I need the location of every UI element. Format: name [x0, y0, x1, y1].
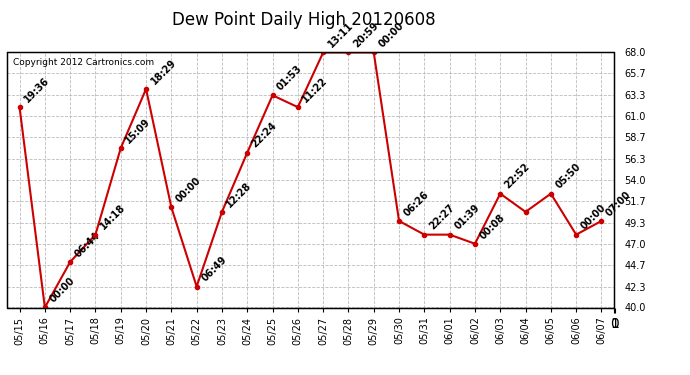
Text: 20:59: 20:59	[351, 21, 380, 50]
Text: Dew Point Daily High 20120608: Dew Point Daily High 20120608	[172, 11, 435, 29]
Text: 06:49: 06:49	[199, 255, 228, 284]
Text: 06:26: 06:26	[402, 189, 431, 218]
Text: 00:00: 00:00	[579, 203, 608, 232]
Text: 15:09: 15:09	[124, 116, 152, 146]
Text: 19:36: 19:36	[22, 75, 51, 104]
Text: 00:08: 00:08	[477, 212, 507, 241]
Text: 07:00: 07:00	[604, 189, 633, 218]
Text: 18:29: 18:29	[149, 57, 178, 86]
Text: 22:27: 22:27	[427, 203, 456, 232]
Text: 01:53: 01:53	[275, 63, 304, 93]
Text: 00:00: 00:00	[48, 276, 77, 305]
Text: 14:18: 14:18	[98, 203, 128, 232]
Text: 12:28: 12:28	[225, 180, 254, 209]
Text: 01:39: 01:39	[453, 203, 482, 232]
Text: 11:22: 11:22	[301, 75, 330, 104]
Text: Copyright 2012 Cartronics.com: Copyright 2012 Cartronics.com	[13, 58, 154, 67]
Text: 06:44: 06:44	[73, 230, 102, 259]
Text: 22:52: 22:52	[503, 162, 532, 191]
Text: 22:24: 22:24	[250, 121, 279, 150]
Text: 13:11: 13:11	[326, 21, 355, 50]
Text: 00:00: 00:00	[174, 176, 203, 204]
Text: 05:50: 05:50	[553, 162, 582, 191]
Text: 00:00: 00:00	[377, 21, 406, 50]
